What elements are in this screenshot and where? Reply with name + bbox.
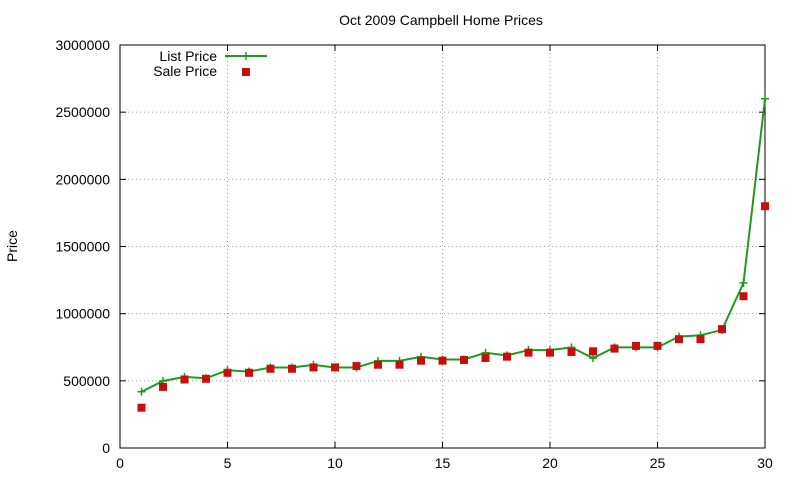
y-tick-label: 2000000 xyxy=(55,171,110,187)
chart-title: Oct 2009 Campbell Home Prices xyxy=(339,12,543,28)
list-price-point xyxy=(739,278,748,287)
list-price-point xyxy=(761,94,769,103)
sale-price-point xyxy=(417,356,425,365)
sale-price-point xyxy=(202,374,210,383)
legend-label-list-price: List Price xyxy=(159,48,217,64)
sale-price-point xyxy=(352,362,361,371)
sale-price-point xyxy=(739,292,748,301)
x-tick-label: 0 xyxy=(116,455,124,471)
sale-price-point xyxy=(245,368,253,377)
y-tick-label: 1500000 xyxy=(55,239,110,255)
sale-price-point xyxy=(610,344,619,353)
y-tick-label: 0 xyxy=(102,440,110,456)
sale-price-point xyxy=(567,347,576,356)
y-tick-label: 2500000 xyxy=(55,104,110,120)
x-tick-label: 5 xyxy=(224,455,232,471)
sale-price-point xyxy=(481,353,490,362)
y-axis-label: Price xyxy=(4,230,20,262)
x-tick-label: 25 xyxy=(650,455,666,471)
sale-price-point xyxy=(137,403,146,412)
list-price-point xyxy=(137,387,146,396)
sale-price-point xyxy=(696,335,705,344)
sale-price-point xyxy=(632,341,640,350)
x-tick-label: 30 xyxy=(757,455,773,471)
legend-label-sale-price: Sale Price xyxy=(153,63,217,79)
sale-price-point xyxy=(761,202,769,211)
sale-price-point xyxy=(395,360,404,369)
sale-price-point xyxy=(288,364,296,373)
x-tick-label: 20 xyxy=(542,455,558,471)
sale-price-point xyxy=(223,368,232,377)
y-tick-label: 500000 xyxy=(63,373,110,389)
sale-price-point xyxy=(266,364,275,373)
sale-price-point xyxy=(331,363,339,372)
sale-price-point xyxy=(180,375,189,384)
x-tick-label: 15 xyxy=(435,455,451,471)
y-tick-label: 1000000 xyxy=(55,306,110,322)
legend-marker-sale-price xyxy=(242,68,250,76)
sale-price-point xyxy=(159,382,167,391)
sale-price-point xyxy=(653,341,662,350)
list-price-point xyxy=(589,354,597,363)
sale-price-point xyxy=(503,352,511,361)
sale-price-point xyxy=(589,347,597,356)
sale-price-point xyxy=(438,356,447,365)
sale-price-point xyxy=(460,356,468,365)
sale-price-point xyxy=(524,348,533,357)
axis-ticks: 0 5 10 15 20 25 30 0 500000 1000000 1500000 2000000… xyxy=(55,37,773,471)
series-layer xyxy=(137,94,769,412)
sale-price-point xyxy=(546,348,554,357)
y-tick-label: 3000000 xyxy=(55,37,110,53)
x-tick-label: 10 xyxy=(327,455,343,471)
sale-price-point xyxy=(718,325,726,334)
sale-price-point xyxy=(374,360,382,369)
sale-price-point xyxy=(675,335,683,344)
sale-price-point xyxy=(309,363,318,372)
